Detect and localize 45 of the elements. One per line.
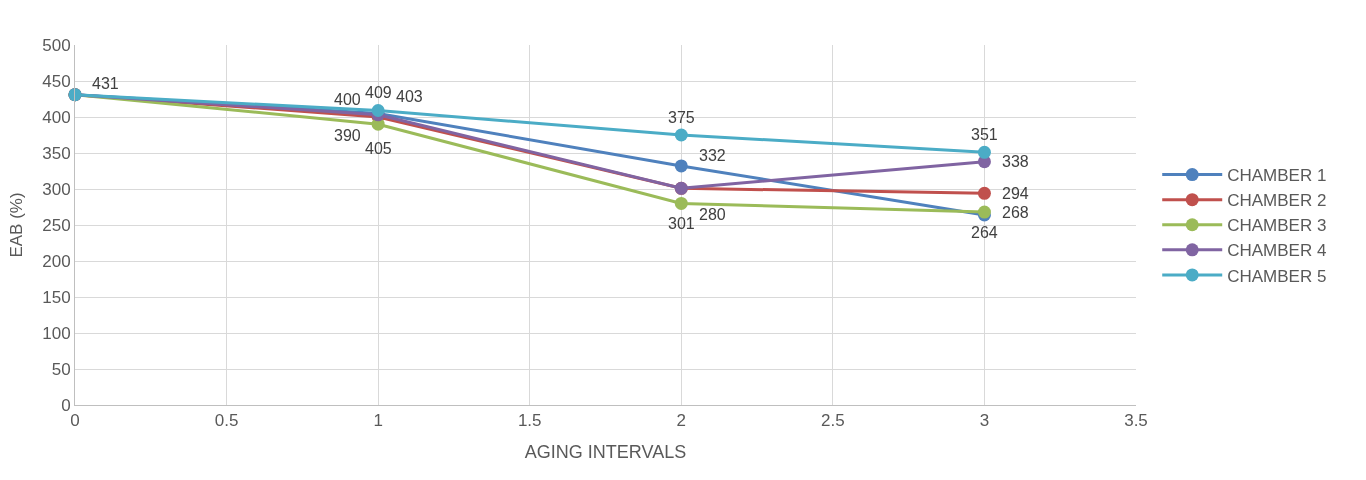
y-axis-title: EAB (%) <box>6 192 26 258</box>
x-tick-label: 3.5 <box>1124 411 1148 431</box>
y-tick-label: 250 <box>42 215 71 235</box>
y-tick-label: 350 <box>42 143 71 163</box>
legend-label: CHAMBER 5 <box>1227 266 1327 286</box>
point <box>674 159 688 173</box>
data-label: 332 <box>699 147 726 164</box>
x-tick-label: 3 <box>979 411 990 431</box>
y-tick-label: 300 <box>42 179 71 199</box>
x-tick-label: 1 <box>373 411 383 431</box>
x-axis-title: AGING INTERVALS <box>524 441 687 462</box>
legend-label: CHAMBER 3 <box>1227 216 1327 236</box>
data-label: 405 <box>365 140 392 157</box>
data-label: 294 <box>1002 185 1029 202</box>
data-label: 264 <box>971 224 998 241</box>
y-tick-label: 200 <box>42 251 71 271</box>
data-label: 431 <box>92 75 119 92</box>
y-tick-label: 500 <box>42 35 71 55</box>
x-tick-label: 0.5 <box>214 411 239 431</box>
point <box>674 128 688 142</box>
data-label: 400 <box>334 91 361 108</box>
y-tick-label: 0 <box>61 395 71 415</box>
point <box>674 196 688 210</box>
data-label: 268 <box>1002 204 1029 221</box>
data-label: 409 <box>365 84 392 101</box>
y-tick-label: 400 <box>42 107 71 127</box>
x-tick-label: 1.5 <box>517 411 542 431</box>
point <box>977 186 991 200</box>
x-tick-label: 2 <box>676 411 687 431</box>
data-label: 403 <box>396 88 423 105</box>
y-tick-label: 50 <box>51 359 71 379</box>
legend-label: CHAMBER 1 <box>1227 166 1327 186</box>
data-label: 301 <box>668 215 695 232</box>
y-tick-label: 100 <box>42 323 71 343</box>
point <box>977 145 991 159</box>
legend-label: CHAMBER 4 <box>1227 241 1327 261</box>
data-label: 390 <box>334 127 361 144</box>
y-tick-label: 150 <box>42 287 71 307</box>
y-tick-label: 450 <box>42 71 71 91</box>
x-tick-label: 2.5 <box>821 411 845 431</box>
data-label: 375 <box>668 109 695 126</box>
data-label: 280 <box>699 206 726 223</box>
data-label: 338 <box>1002 153 1029 170</box>
data-label: 351 <box>971 126 998 143</box>
legend-label: CHAMBER 2 <box>1227 191 1327 211</box>
